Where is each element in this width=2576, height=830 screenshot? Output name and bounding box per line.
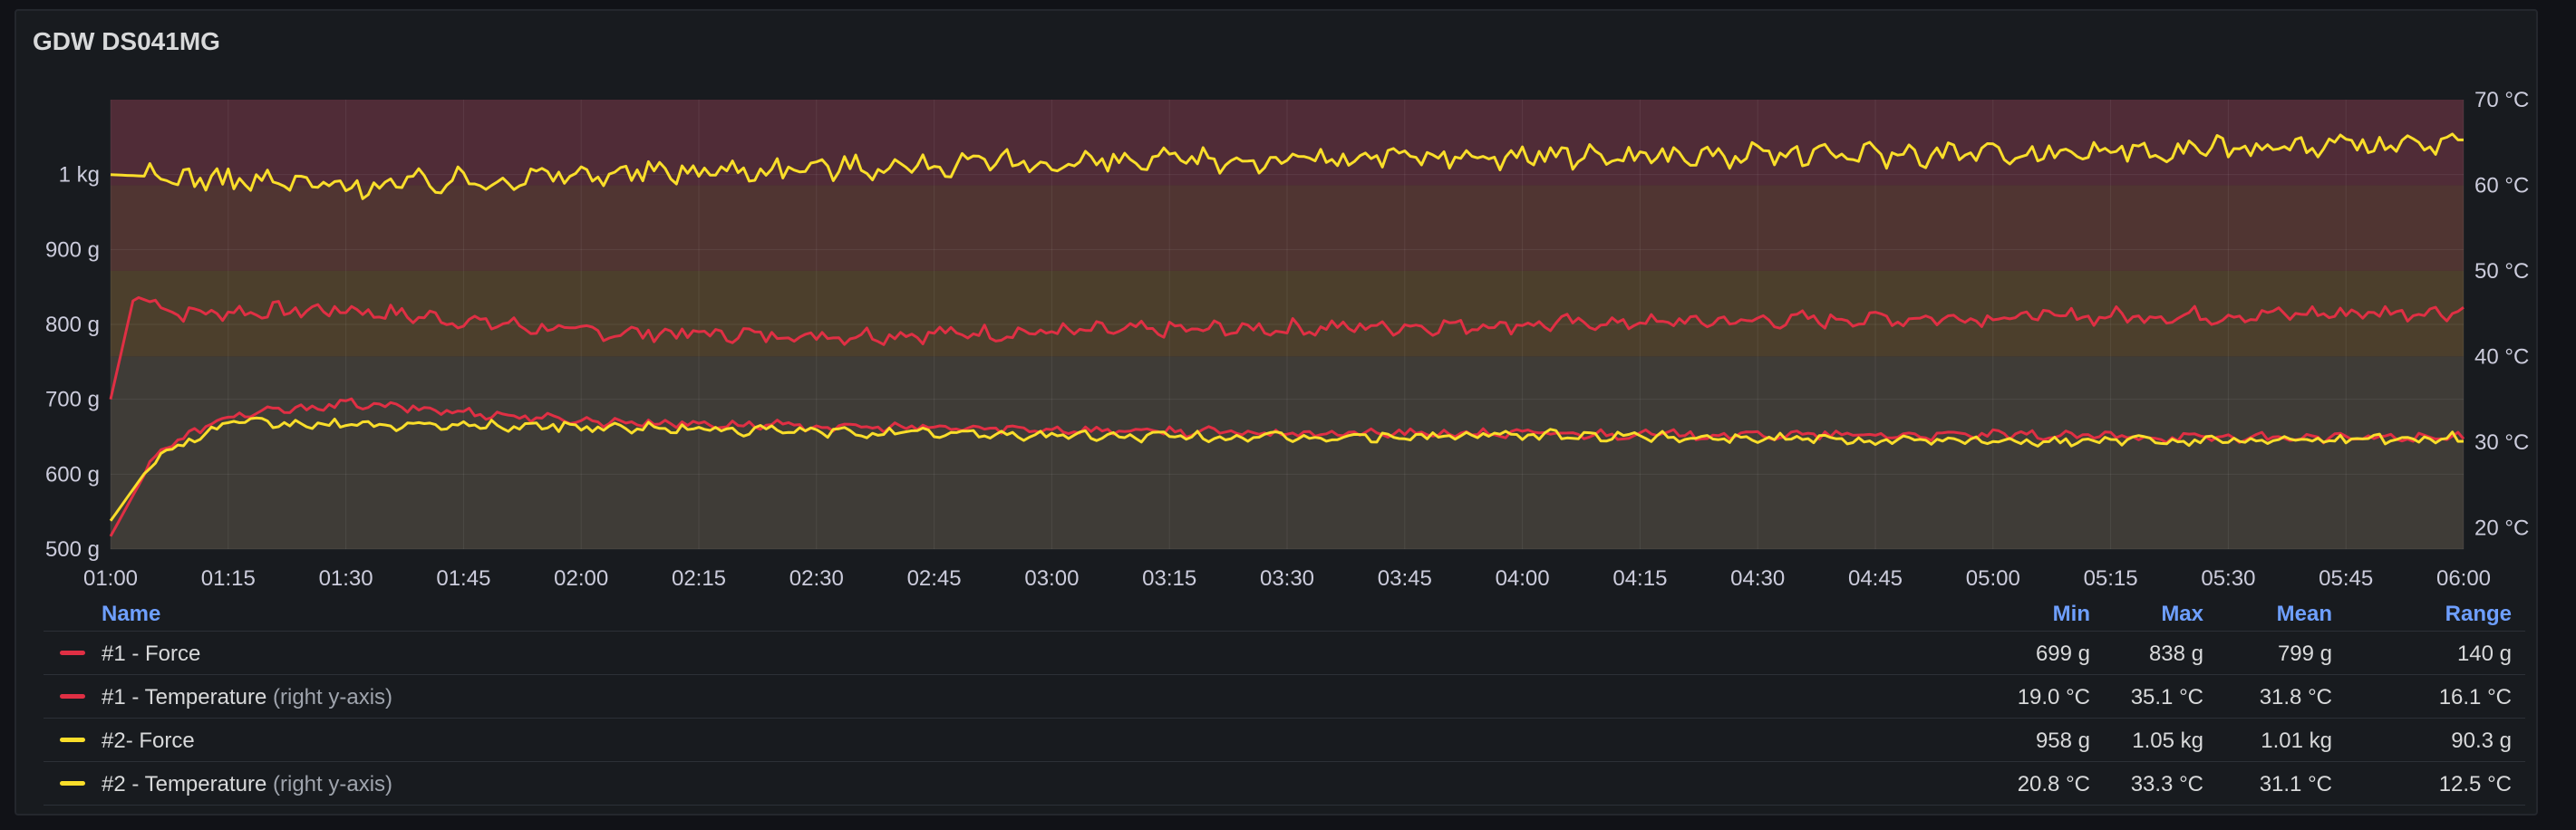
x-tick-label: 02:15 (672, 566, 726, 591)
x-tick-label: 02:30 (789, 566, 844, 591)
legend-range: 140 g (2456, 642, 2512, 666)
legend-range: 90.3 g (2451, 729, 2512, 753)
x-tick-label: 01:45 (436, 566, 490, 591)
legend-axis-note: (right y-axis) (273, 685, 393, 709)
legend-mean: 31.8 °C (2259, 685, 2332, 709)
series-line (109, 295, 2465, 401)
x-tick-label: 03:15 (1142, 566, 1196, 591)
x-tick-label: 02:00 (554, 566, 608, 591)
legend-range: 12.5 °C (2438, 772, 2512, 796)
legend-header: Name Min Max Mean Range (44, 598, 2525, 632)
legend-swatch (60, 651, 85, 655)
threshold-band (111, 100, 2464, 186)
legend-max: 33.3 °C (2130, 772, 2203, 796)
legend-row-force-1[interactable]: #1 - Force 699 g 838 g 799 g 140 g (44, 632, 2525, 675)
y-right-tick-label: 70 °C (2474, 88, 2529, 112)
x-tick-label: 04:15 (1612, 566, 1667, 591)
legend-max: 838 g (2148, 642, 2203, 666)
legend-row-temperature-1[interactable]: #1 - Temperature (right y-axis) 19.0 °C … (44, 675, 2525, 719)
y-left-tick-label: 900 g (45, 237, 100, 262)
legend-mean: 799 g (2277, 642, 2332, 666)
graph-panel: GDW DS041MG 01:00 01:15 01:30 01:45 02:00 02:… (15, 9, 2538, 816)
legend-max: 35.1 °C (2130, 685, 2203, 709)
x-tick-label: 03:45 (1378, 566, 1432, 591)
legend-row-temperature-2[interactable]: #2 - Temperature (right y-axis) 20.8 °C … (44, 762, 2525, 806)
legend-mean: 1.01 kg (2261, 729, 2332, 753)
y-left-tick-label: 1 kg (59, 163, 100, 188)
x-tick-label: 05:00 (1966, 566, 2020, 591)
x-tick-label: 04:45 (1848, 566, 1903, 591)
series-line (109, 416, 2465, 522)
x-tick-label: 01:00 (83, 566, 138, 591)
legend-min: 19.0 °C (2017, 685, 2090, 709)
legend-series-name[interactable]: #1 - Temperature (right y-axis) (102, 685, 393, 709)
legend-swatch (60, 694, 85, 699)
panel-title[interactable]: GDW DS041MG (33, 27, 220, 55)
legend-header-max[interactable]: Max (2161, 602, 2203, 626)
legend-row-force-2[interactable]: #2- Force 958 g 1.05 kg 1.01 kg 90.3 g (44, 719, 2525, 762)
x-tick-label: 05:45 (2319, 566, 2373, 591)
legend-min: 20.8 °C (2017, 772, 2090, 796)
y-left-tick-label: 500 g (45, 537, 100, 562)
y-right-tick-label: 20 °C (2474, 516, 2529, 540)
legend-min: 958 g (2035, 729, 2090, 753)
x-tick-label: 05:15 (2084, 566, 2138, 591)
y-right-tick-label: 40 °C (2474, 344, 2529, 369)
x-tick-label: 03:30 (1260, 566, 1314, 591)
y-left-tick-label: 700 g (45, 388, 100, 412)
y-left-tick-label: 800 g (45, 313, 100, 337)
x-tick-label: 04:30 (1730, 566, 1785, 591)
x-tick-label: 01:30 (319, 566, 373, 591)
legend-series-name[interactable]: #2 - Temperature (right y-axis) (102, 772, 393, 796)
y-right-tick-label: 50 °C (2474, 259, 2529, 284)
threshold-band (111, 185, 2464, 271)
x-tick-label: 04:00 (1496, 566, 1550, 591)
legend-series-name[interactable]: #1 - Force (102, 642, 201, 666)
legend-min: 699 g (2035, 642, 2090, 666)
series-line (109, 397, 2465, 537)
x-tick-label: 01:15 (201, 566, 256, 591)
y-left-tick-label: 600 g (45, 462, 100, 487)
legend-range: 16.1 °C (2438, 685, 2512, 709)
legend-swatch (60, 738, 85, 742)
x-tick-label: 05:30 (2201, 566, 2255, 591)
x-tick-label: 02:45 (907, 566, 962, 591)
legend-axis-note: (right y-axis) (273, 772, 393, 796)
legend-header-mean[interactable]: Mean (2276, 602, 2332, 626)
series-line (110, 132, 2464, 200)
legend-max: 1.05 kg (2132, 729, 2203, 753)
y-right-tick-label: 30 °C (2474, 430, 2529, 455)
y-right-tick-label: 60 °C (2474, 173, 2529, 198)
threshold-band (111, 270, 2464, 357)
x-tick-label: 03:00 (1024, 566, 1079, 591)
threshold-band (111, 356, 2464, 549)
legend-header-range[interactable]: Range (2445, 602, 2512, 626)
legend-header-min[interactable]: Min (2052, 602, 2090, 626)
legend-series-name[interactable]: #2- Force (102, 729, 195, 753)
legend-header-name[interactable]: Name (102, 602, 161, 626)
legend-swatch (60, 781, 85, 786)
x-tick-label: 06:00 (2436, 566, 2491, 591)
legend-mean: 31.1 °C (2259, 772, 2332, 796)
time-series-chart[interactable]: 01:00 01:15 01:30 01:45 02:00 02:15 02:30 02:45… (16, 11, 2540, 591)
